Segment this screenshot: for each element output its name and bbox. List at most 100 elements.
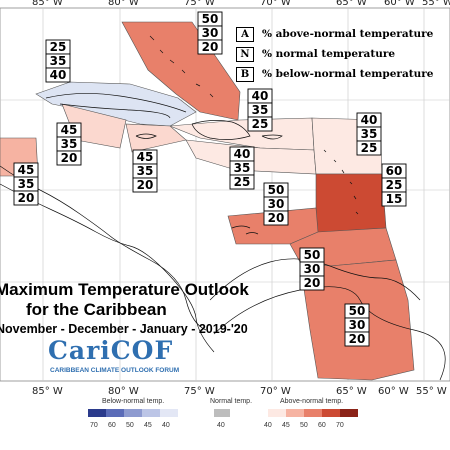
prob-cell-b <box>13 190 39 206</box>
prob-value-b: 25 <box>234 175 251 189</box>
prob-value-n: 35 <box>137 164 154 178</box>
colorbar-above-title: Above-normal temp. <box>280 398 344 405</box>
map-title-region: for the Caribbean <box>26 300 167 319</box>
lon-label-top-65: 65° W <box>336 0 367 8</box>
colorbar-swatch-below-2 <box>124 409 142 417</box>
legend-key-n: N <box>236 46 254 62</box>
prob-cell-b <box>229 174 255 190</box>
lon-label-bottom-65: 65° W <box>336 386 367 397</box>
prob-value-n: 25 <box>386 178 403 192</box>
colorbar-swatch-below-3 <box>142 409 160 417</box>
lon-label-top-75: 75° W <box>184 0 215 8</box>
colorbar-tick-below-0: 70 <box>90 422 98 429</box>
colorbar-tick-above-1: 45 <box>282 422 290 429</box>
map-title: Maximum Temperature Outlook <box>0 280 249 299</box>
prob-value-a: 25 <box>50 40 67 54</box>
prob-value-a: 45 <box>61 123 78 137</box>
prob-value-n: 35 <box>50 54 67 68</box>
prob-value-n: 35 <box>252 103 269 117</box>
colorbar-tick-above-0: 40 <box>264 422 272 429</box>
legend-text-normal: % normal temperature <box>262 48 396 60</box>
legend-key-a: A <box>236 26 254 42</box>
legend-text-above: % above-normal temperature <box>262 28 434 40</box>
lon-label-top-80: 80° W <box>108 0 139 8</box>
legend-key-b: B <box>236 66 254 82</box>
prob-value-n: 35 <box>234 161 251 175</box>
prob-cell-b <box>299 275 325 291</box>
colorbar-tick-below-1: 60 <box>108 422 116 429</box>
prob-value-a: 40 <box>234 147 251 161</box>
colorbar-swatch-above-1 <box>286 409 304 417</box>
prob-value-n: 30 <box>304 262 321 276</box>
prob-cell-b <box>263 210 289 226</box>
colorbar-tick-below-2: 50 <box>126 422 134 429</box>
colorbar-tick-below-3: 45 <box>144 422 152 429</box>
prob-cell-b <box>197 39 223 55</box>
lon-label-bottom-60: 60° W <box>378 386 409 397</box>
logo-name: CariCOF <box>48 336 174 365</box>
prob-value-b: 20 <box>18 191 35 205</box>
prob-cell-b <box>56 150 82 166</box>
colorbar-swatch-normal-0 <box>214 409 230 417</box>
prob-value-n: 30 <box>202 26 219 40</box>
prob-value-a: 50 <box>268 183 285 197</box>
prob-value-a: 45 <box>137 150 154 164</box>
prob-cell-b <box>132 177 158 193</box>
prob-value-b: 20 <box>202 40 219 54</box>
prob-cell-b <box>45 67 71 83</box>
colorbar-swatch-above-3 <box>322 409 340 417</box>
lon-label-top-55: 55° W <box>422 0 450 8</box>
prob-value-b: 20 <box>137 178 154 192</box>
prob-cell-b <box>356 140 382 156</box>
prob-value-b: 20 <box>349 332 366 346</box>
prob-cell-b <box>344 331 370 347</box>
coastlines <box>0 35 446 381</box>
legend-row-below: B % below-normal temperature <box>236 66 433 82</box>
colorbar-swatch-below-1 <box>106 409 124 417</box>
colorbar-tick-above-2: 50 <box>300 422 308 429</box>
prob-value-n: 35 <box>18 177 35 191</box>
prob-value-a: 45 <box>18 163 35 177</box>
lon-label-top-70: 70° W <box>260 0 291 8</box>
colorbar-tick-normal-0: 40 <box>217 422 225 429</box>
legend-row-normal: N % normal temperature <box>236 46 395 62</box>
colorbar-below-title: Below-normal temp. <box>102 398 165 405</box>
prob-value-b: 25 <box>252 117 269 131</box>
colorbar-normal-title: Normal temp. <box>210 398 253 405</box>
logo-subtitle: CARIBBEAN CLIMATE OUTLOOK FORUM <box>50 367 180 374</box>
lon-label-bottom-75: 75° W <box>184 386 215 397</box>
colorbar-tick-above-3: 60 <box>318 422 326 429</box>
legend-row-above: A % above-normal temperature <box>236 26 433 42</box>
colorbar-swatch-above-4 <box>340 409 358 417</box>
colorbar-swatch-below-4 <box>160 409 178 417</box>
colorbar-swatch-above-2 <box>304 409 322 417</box>
prob-value-n: 35 <box>61 137 78 151</box>
colorbar <box>88 409 358 417</box>
prob-value-n: 30 <box>349 318 366 332</box>
prob-value-b: 20 <box>304 276 321 290</box>
prob-value-b: 20 <box>61 151 78 165</box>
lon-label-bottom-70: 70° W <box>260 386 291 397</box>
prob-value-b: 25 <box>361 141 378 155</box>
prob-value-b: 20 <box>268 211 285 225</box>
prob-cell-b <box>381 191 407 207</box>
prob-value-n: 35 <box>361 127 378 141</box>
lon-label-top-60: 60° W <box>384 0 415 8</box>
map-season: November - December - January - 2019-'20 <box>0 322 248 336</box>
prob-cell-b <box>247 116 273 132</box>
lon-label-bottom-85: 85° W <box>32 386 63 397</box>
caricof-logo: CariCOF CARIBBEAN CLIMATE OUTLOOK FORUM <box>48 336 180 376</box>
prob-value-a: 60 <box>386 164 403 178</box>
prob-value-n: 30 <box>268 197 285 211</box>
legend-text-below: % below-normal temperature <box>262 68 434 80</box>
